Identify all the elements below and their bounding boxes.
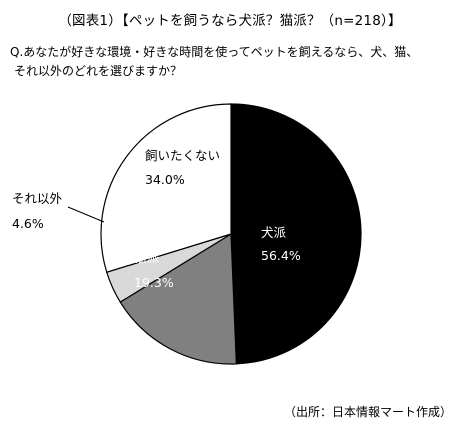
slice-label-dog: 犬派 [261,225,287,240]
leader-line-other [67,206,105,223]
pie-slice-dog [230,103,362,365]
slice-label-other: それ以外 [12,191,63,206]
slice-label-none: 飼いたくない [145,148,220,163]
source-note: （出所：日本情報マート作成） [283,405,452,419]
slice-value-none: 34.0% [145,172,185,187]
pie-slice-cat [119,232,237,365]
chart-title: （図表1）【ペットを飼うなら犬派？猫派？（n=218）】 [58,13,402,29]
survey-question: Q.あなたが好きな環境・好きな時間を使ってペットを飼えるなら、犬、猫、 それ以外… [10,43,450,81]
slice-label-cat: 猫派 [134,250,160,265]
pie-slice-none [100,103,232,273]
question-line-1: Q.あなたが好きな環境・好きな時間を使ってペットを飼えるなら、犬、猫、 [10,45,419,59]
question-line-2: それ以外のどれを選びますか？ [14,64,183,78]
slice-value-other: 4.6% [12,216,44,231]
slice-value-dog: 56.4% [261,248,301,263]
slice-value-cat: 19.3% [134,275,174,290]
